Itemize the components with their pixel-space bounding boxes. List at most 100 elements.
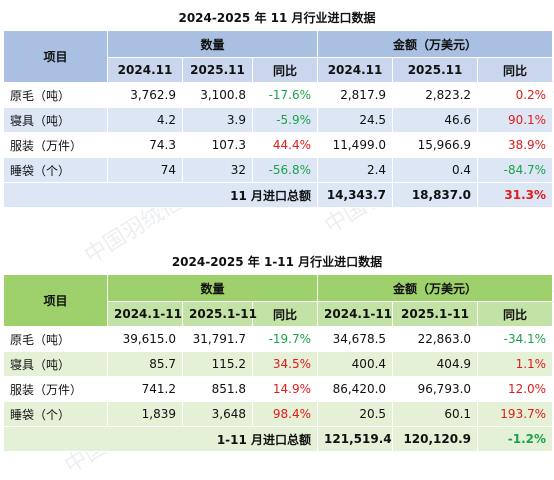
table1-title: 2024-2025 年 11 月行业进口数据 [178,11,376,25]
row-name: 睡袋（个） [3,401,108,427]
qty-curr: 115.2 [182,351,253,377]
amt-yoy: -84.7% [477,157,554,183]
qty-yoy: -17.6% [251,82,319,108]
row-name: 服装（万件） [3,132,108,158]
header-qty-yoy: 同比 [251,57,319,83]
table-subheader-row: 2024.1-11 2025.1-11 同比 2024.1-11 2025.1-… [4,301,554,327]
amt-prev: 400.4 [317,351,394,377]
table-row: 原毛（吨） 3,762.9 3,100.8 -17.6% 2,817.9 2,8… [3,82,554,108]
amt-prev: 2,817.9 [317,82,394,108]
qty-curr: 107.3 [182,132,253,158]
total-row: 11 月进口总额 14,343.7 18,837.0 31.3% [2,182,554,208]
qty-yoy: 98.4% [251,401,319,427]
table-header-row: 项目 数量 金额（万美元） [3,30,554,83]
amt-curr: 22,863.0 [392,326,479,352]
qty-prev: 1,839 [107,401,183,427]
total-amt-curr: 18,837.0 [392,182,479,208]
header-qty-curr: 2025.1-11 [182,301,257,327]
qty-yoy: 44.4% [251,132,319,158]
row-name: 睡袋（个） [3,157,108,183]
amt-yoy: 12.0% [477,376,554,402]
header-amount: 金额（万美元） [317,30,554,58]
qty-prev: 85.7 [107,351,183,377]
table-row: 睡袋（个） 74 32 -56.8% 2.4 0.4 -84.7% [3,157,554,183]
header-item: 项目 [3,30,108,83]
header-qty-yoy: 同比 [251,301,319,327]
table-row: 寝具（吨） 85.7 115.2 34.5% 400.4 404.9 1.1% [3,351,554,377]
row-name: 寝具（吨） [3,107,108,133]
amt-prev: 2.4 [317,157,394,183]
qty-curr: 32 [182,157,253,183]
amt-prev: 34,678.5 [317,326,394,352]
header-quantity: 数量 [106,274,319,302]
total-amt-prev: 14,343.7 [317,182,394,208]
amt-curr: 404.9 [392,351,479,377]
amt-yoy: 38.9% [477,132,554,158]
amt-prev: 86,420.0 [317,376,394,402]
amt-yoy: 1.1% [477,351,554,377]
qty-prev: 74.3 [107,132,183,158]
header-item: 项目 [3,274,108,327]
qty-prev: 3,762.9 [107,82,183,108]
qty-prev: 741.2 [107,376,183,402]
amt-yoy: -34.1% [477,326,554,352]
header-amt-yoy: 同比 [477,301,554,327]
header-amt-curr: 2025.11 [392,57,479,83]
total-amt-curr: 120,120.9 [392,426,479,452]
table-subheader-row: 2024.11 2025.11 同比 2024.11 2025.11 同比 [4,57,554,83]
table-row: 寝具（吨） 4.2 3.9 -5.9% 24.5 46.6 90.1% [3,107,554,133]
total-amt-yoy: -1.2% [477,426,554,452]
total-label: 1-11 月进口总额 [2,426,319,452]
amt-prev: 11,499.0 [317,132,394,158]
total-row: 1-11 月进口总额 121,519.4 120,120.9 -1.2% [2,426,554,452]
header-amt-yoy: 同比 [477,57,554,83]
row-name: 原毛（吨） [3,326,108,352]
table-row: 原毛（吨） 39,615.0 31,791.7 -19.7% 34,678.5 … [3,326,554,352]
amt-curr: 0.4 [392,157,479,183]
header-amt-prev: 2024.1-11 [317,301,394,327]
ytd-import-table: 项目 数量 金额（万美元） 2024.1-11 2025.1-11 同比 202… [2,274,554,452]
table-row: 服装（万件） 741.2 851.8 14.9% 86,420.0 96,793… [3,376,554,402]
qty-curr: 3,648 [182,401,253,427]
amt-curr: 15,966.9 [392,132,479,158]
table-row: 睡袋（个） 1,839 3,648 98.4% 20.5 60.1 193.7% [3,401,554,427]
header-qty-prev: 2024.11 [107,57,183,83]
amt-yoy: 0.2% [477,82,554,108]
total-amt-yoy: 31.3% [477,182,554,208]
amt-curr: 60.1 [392,401,479,427]
qty-prev: 4.2 [107,107,183,133]
qty-curr: 31,791.7 [182,326,253,352]
amt-prev: 20.5 [317,401,394,427]
amt-curr: 2,823.2 [392,82,479,108]
monthly-import-table: 项目 数量 金额（万美元） 2024.11 2025.11 同比 2024.11… [2,30,554,208]
qty-yoy: 34.5% [251,351,319,377]
table2-title: 2024-2025 年 1-11 月行业进口数据 [171,255,383,269]
total-label: 11 月进口总额 [2,182,319,208]
row-name: 服装（万件） [3,376,108,402]
header-amt-curr: 2025.1-11 [392,301,479,327]
amt-prev: 24.5 [317,107,394,133]
qty-prev: 74 [107,157,183,183]
header-qty-curr: 2025.11 [182,57,253,83]
amt-curr: 46.6 [392,107,479,133]
row-name: 原毛（吨） [3,82,108,108]
qty-yoy: -56.8% [251,157,319,183]
qty-curr: 3,100.8 [182,82,253,108]
amt-yoy: 193.7% [477,401,554,427]
qty-prev: 39,615.0 [107,326,183,352]
qty-yoy: 14.9% [251,376,319,402]
table-row: 服装（万件） 74.3 107.3 44.4% 11,499.0 15,966.… [3,132,554,158]
qty-curr: 851.8 [182,376,253,402]
header-amount: 金额（万美元） [317,274,554,302]
total-amt-prev: 121,519.4 [317,426,394,452]
qty-curr: 3.9 [182,107,253,133]
row-name: 寝具（吨） [3,351,108,377]
table-header-row: 项目 数量 金额（万美元） [3,274,554,327]
header-qty-prev: 2024.1-11 [107,301,183,327]
amt-curr: 96,793.0 [392,376,479,402]
qty-yoy: -19.7% [251,326,319,352]
qty-yoy: -5.9% [251,107,319,133]
header-amt-prev: 2024.11 [317,57,394,83]
header-quantity: 数量 [106,30,319,58]
amt-yoy: 90.1% [477,107,554,133]
